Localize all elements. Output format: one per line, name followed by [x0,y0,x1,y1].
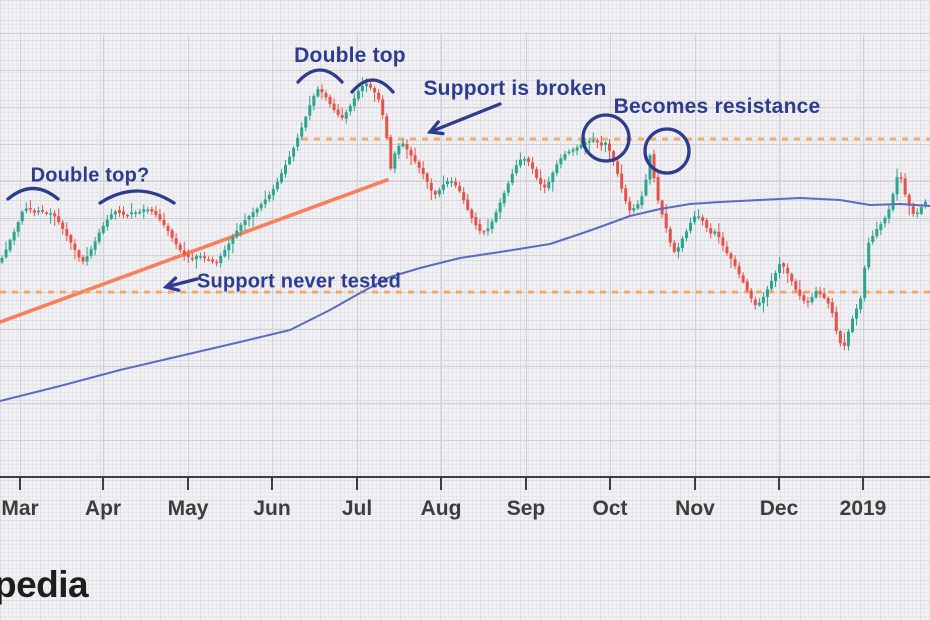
x-axis-tick [271,477,273,490]
x-axis-label: May [167,497,209,520]
x-axis-tick [694,477,696,490]
grid-major-hline [0,366,930,367]
x-axis-tick [102,477,104,490]
trendline [0,178,389,324]
double-top-arc [296,68,344,84]
grid-major-hline [0,440,930,441]
double-top-arc [98,189,176,205]
x-axis-tick [862,477,864,490]
double-top-arc [350,78,395,94]
highlight-circle [643,127,691,175]
x-axis-label: Dec [759,497,799,520]
grid-major-hline [0,329,930,330]
x-axis-tick [187,477,189,490]
investopedia-logo: pedia [0,564,89,605]
grid-major-hline [0,70,930,71]
x-axis-tick [440,477,442,490]
double-top-arc [6,186,60,201]
highlight-circle [581,113,631,163]
annotation-double-top-question: Double top? [30,164,150,187]
grid-major-hline [0,218,930,219]
x-axis-line [0,476,930,478]
annotation-becomes-resistance: Becomes resistance [613,95,821,118]
annotation-arrow-shaft [164,277,199,289]
x-axis-label: Aug [420,497,462,520]
x-axis-tick [525,477,527,490]
x-axis-label: 2019 [839,497,887,520]
annotation-double-top: Double top [294,44,406,67]
x-axis-tick [356,477,358,490]
x-axis-tick [609,477,611,490]
x-axis-tick [19,477,21,490]
x-axis-label: Sep [506,497,546,520]
x-axis-label: Mar [1,497,39,520]
grid-major-hline [0,403,930,404]
x-axis-label: Jul [341,497,373,520]
x-axis-tick [778,477,780,490]
grid-major-hline [0,255,930,256]
grid-major-hline [0,181,930,182]
annotation-support-never-tested: Support never tested [196,270,402,293]
x-axis-label: Apr [84,497,122,520]
grid-major-hline [0,144,930,145]
moving-average-line [0,197,930,402]
grid-major-hline [0,292,930,293]
x-axis-label: Oct [592,497,628,520]
annotation-arrow-head [162,276,181,292]
x-axis-label: Nov [675,497,715,520]
grid-major-hline [0,33,930,34]
x-axis-label: Jun [253,497,291,520]
annotation-support-is-broken: Support is broken [423,77,607,100]
